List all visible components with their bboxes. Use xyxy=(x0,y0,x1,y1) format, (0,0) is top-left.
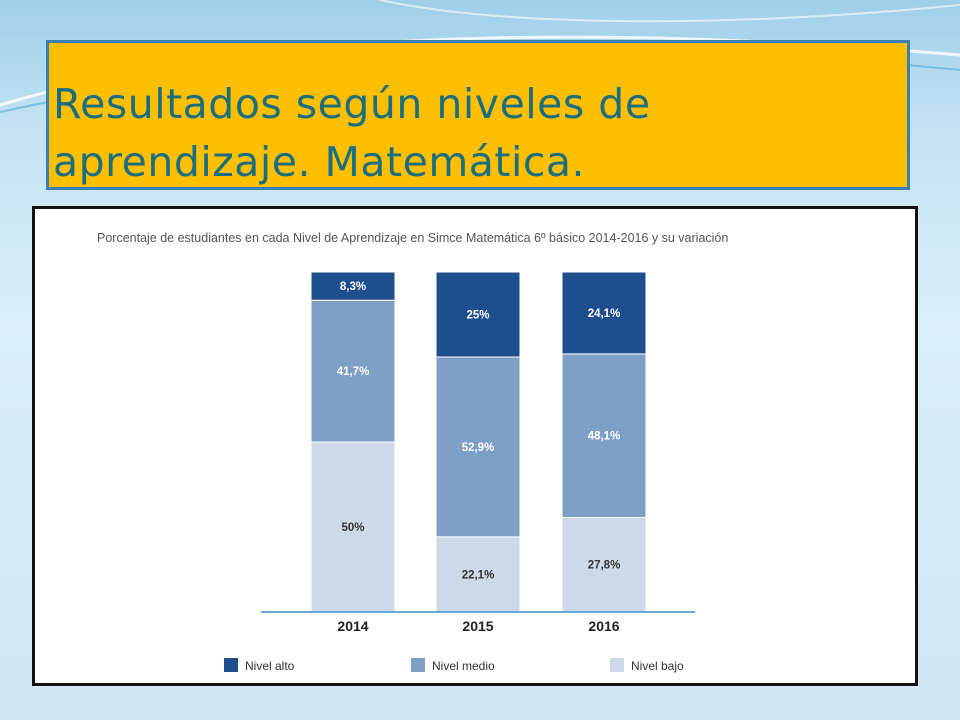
chart-title: Porcentaje de estudiantes en cada Nivel … xyxy=(97,231,728,245)
chart-frame: Porcentaje de estudiantes en cada Nivel … xyxy=(32,206,918,686)
data-label-2015-nivel-bajo: 22,1% xyxy=(462,569,495,581)
legend-label: Nivel medio xyxy=(432,659,495,673)
data-label-2014-nivel-medio: 41,7% xyxy=(337,366,370,378)
slide-title-box: Resultados según niveles de aprendizaje.… xyxy=(46,40,910,190)
x-tick-label-2014: 2014 xyxy=(337,618,368,634)
bar-segment-2016-nivel-bajo xyxy=(561,516,647,613)
slide-title-line-2: aprendizaje. Matemática. xyxy=(53,138,586,186)
bar-segment-2015-nivel-medio xyxy=(435,356,521,538)
legend-swatch xyxy=(411,658,425,672)
data-label-2015-nivel-alto: 25% xyxy=(466,310,489,322)
bar-segment-2016-nivel-alto xyxy=(561,271,647,355)
legend-label: Nivel alto xyxy=(245,659,295,673)
data-label-2016-nivel-bajo: 27,8% xyxy=(588,560,621,572)
data-label-2016-nivel-alto: 24,1% xyxy=(588,308,621,320)
stacked-bar-chart: Porcentaje de estudiantes en cada Nivel … xyxy=(97,231,728,673)
legend-label: Nivel bajo xyxy=(631,659,684,673)
data-label-2014-nivel-bajo: 50% xyxy=(341,522,364,534)
bar-segment-2014-nivel-bajo xyxy=(310,441,396,613)
legend-item-nivel-bajo: Nivel bajo xyxy=(610,658,684,673)
x-tick-label-2015: 2015 xyxy=(462,618,493,634)
slide-title-line-1: Resultados según niveles de xyxy=(53,80,651,128)
data-label-2016-nivel-medio: 48,1% xyxy=(588,431,621,443)
slide-title: Resultados según niveles de aprendizaje.… xyxy=(53,75,651,191)
legend-swatch xyxy=(224,658,238,672)
legend-item-nivel-alto: Nivel alto xyxy=(224,658,295,673)
data-label-2015-nivel-medio: 52,9% xyxy=(462,442,495,454)
x-tick-label-2016: 2016 xyxy=(588,618,619,634)
legend-item-nivel-medio: Nivel medio xyxy=(411,658,495,673)
bar-segment-2016-nivel-medio xyxy=(561,353,647,518)
data-label-2014-nivel-alto: 8,3% xyxy=(340,281,366,293)
bar-segment-2014-nivel-alto xyxy=(310,271,396,301)
bar-segment-2015-nivel-alto xyxy=(435,271,521,358)
legend-swatch xyxy=(610,658,624,672)
